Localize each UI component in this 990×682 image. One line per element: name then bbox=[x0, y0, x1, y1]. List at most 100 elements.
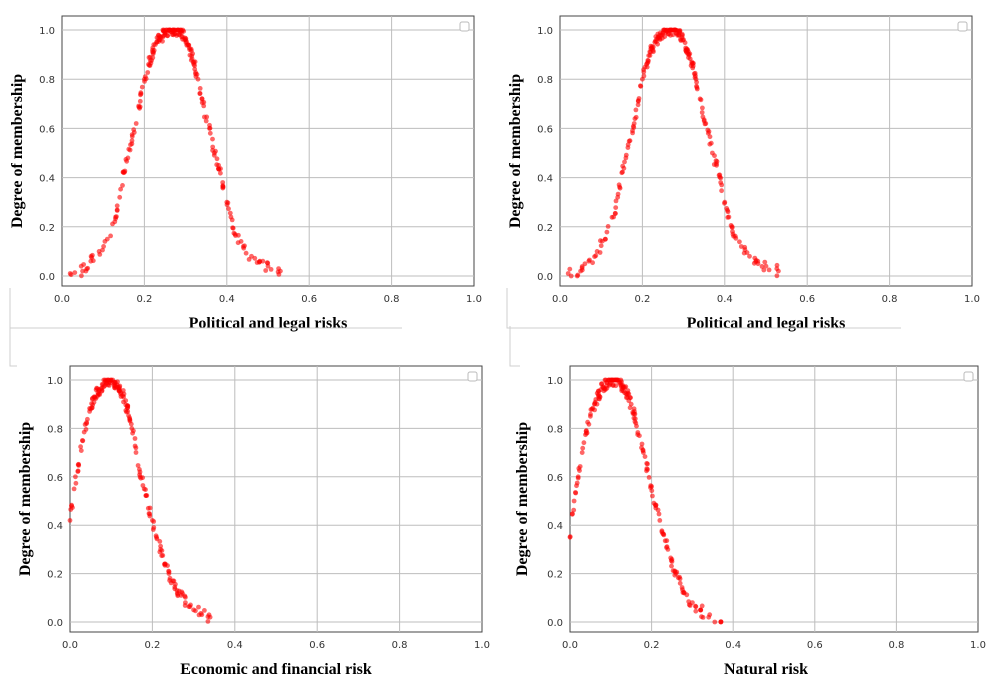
data-point bbox=[140, 483, 146, 488]
data-point bbox=[592, 254, 597, 259]
data-point bbox=[137, 467, 142, 472]
data-point bbox=[218, 166, 223, 172]
x-tick-label: 1.0 bbox=[970, 640, 986, 651]
data-point bbox=[72, 270, 78, 275]
data-point bbox=[125, 403, 131, 409]
data-point bbox=[719, 182, 725, 188]
data-point bbox=[166, 569, 172, 575]
data-point bbox=[639, 441, 645, 447]
x-tick-label: 0.4 bbox=[219, 294, 235, 305]
x-tick-label: 0.8 bbox=[392, 640, 408, 651]
chart-2: 0.0 0.2 0.4 0.6 0.8 1.0 0.0 0.2 0.4 0.6 0.8 1.0 Poli… bbox=[506, 15, 980, 332]
x-tick-label: 0.2 bbox=[634, 294, 650, 305]
data-point bbox=[674, 569, 680, 575]
data-point bbox=[581, 440, 587, 446]
data-point bbox=[202, 608, 207, 613]
data-point bbox=[90, 258, 96, 264]
data-point bbox=[214, 156, 220, 162]
data-point bbox=[101, 244, 106, 249]
data-point bbox=[670, 568, 676, 574]
data-point bbox=[576, 466, 582, 471]
data-point bbox=[626, 138, 632, 144]
y-tick-label: 0.0 bbox=[39, 272, 55, 283]
data-point bbox=[118, 186, 123, 192]
data-point bbox=[700, 105, 705, 111]
data-point bbox=[143, 493, 149, 498]
data-point bbox=[138, 475, 144, 481]
data-point bbox=[650, 44, 656, 50]
data-point bbox=[668, 558, 674, 563]
data-point bbox=[71, 486, 77, 492]
data-point bbox=[127, 147, 133, 153]
data-point bbox=[196, 612, 202, 618]
data-point bbox=[763, 263, 769, 269]
x-tick-label: 1.0 bbox=[964, 294, 980, 305]
data-point bbox=[186, 604, 192, 609]
x-tick-label: 0.6 bbox=[301, 294, 317, 305]
y-tick-label: 0.2 bbox=[39, 223, 55, 234]
data-point bbox=[613, 383, 619, 389]
data-point bbox=[213, 148, 218, 154]
x-tick-label: 1.0 bbox=[466, 294, 482, 305]
data-point bbox=[730, 229, 735, 235]
data-point bbox=[604, 385, 610, 391]
data-point bbox=[700, 615, 706, 620]
data-point bbox=[712, 619, 718, 625]
data-point bbox=[112, 219, 118, 225]
data-point bbox=[568, 273, 574, 279]
data-point bbox=[68, 272, 74, 278]
data-point bbox=[774, 262, 780, 268]
data-point bbox=[117, 194, 123, 200]
legend-box bbox=[467, 371, 478, 382]
data-point bbox=[126, 413, 131, 418]
data-point bbox=[686, 602, 692, 608]
data-point bbox=[205, 619, 211, 624]
data-point bbox=[121, 391, 127, 397]
data-point bbox=[728, 223, 734, 228]
data-point bbox=[761, 267, 767, 273]
data-point bbox=[246, 257, 252, 262]
data-point bbox=[712, 153, 717, 159]
x-axis-title: Political and legal risks bbox=[687, 315, 846, 332]
data-point bbox=[725, 209, 731, 215]
data-point bbox=[699, 110, 705, 115]
data-point bbox=[142, 79, 147, 84]
data-point bbox=[133, 450, 139, 455]
y-tick-label: 0.6 bbox=[537, 124, 553, 135]
data-point bbox=[207, 125, 212, 131]
data-point bbox=[635, 432, 641, 437]
data-point bbox=[143, 487, 148, 492]
chart-3: 0.0 0.2 0.4 0.6 0.8 1.0 0.0 0.2 0.4 0.6 0.8 1.0 Econ… bbox=[9, 326, 490, 678]
y-tick-label: 0.6 bbox=[47, 473, 63, 484]
data-point bbox=[133, 121, 139, 126]
data-point bbox=[130, 430, 136, 436]
data-point bbox=[203, 118, 209, 124]
data-point bbox=[199, 96, 205, 102]
x-tick-label: 0.2 bbox=[144, 640, 160, 651]
data-point bbox=[131, 130, 137, 135]
data-point bbox=[707, 134, 713, 140]
data-point bbox=[575, 475, 581, 481]
data-point bbox=[80, 438, 86, 444]
data-point bbox=[622, 159, 627, 165]
data-point bbox=[630, 130, 635, 136]
data-point bbox=[210, 144, 216, 150]
data-point bbox=[175, 593, 181, 599]
data-point bbox=[182, 603, 188, 608]
data-point bbox=[708, 140, 714, 146]
data-point bbox=[603, 236, 608, 242]
data-point bbox=[230, 225, 236, 231]
y-tick-label: 1.0 bbox=[537, 26, 553, 37]
data-point bbox=[592, 407, 597, 413]
data-point bbox=[145, 70, 151, 75]
data-point bbox=[751, 260, 757, 266]
data-point bbox=[196, 604, 201, 610]
data-point bbox=[201, 103, 207, 109]
data-point bbox=[731, 233, 736, 239]
data-point bbox=[81, 262, 86, 267]
data-point bbox=[180, 591, 185, 596]
data-point bbox=[575, 272, 581, 278]
legend-box bbox=[459, 21, 470, 32]
data-point bbox=[762, 259, 768, 265]
data-point bbox=[694, 79, 699, 85]
